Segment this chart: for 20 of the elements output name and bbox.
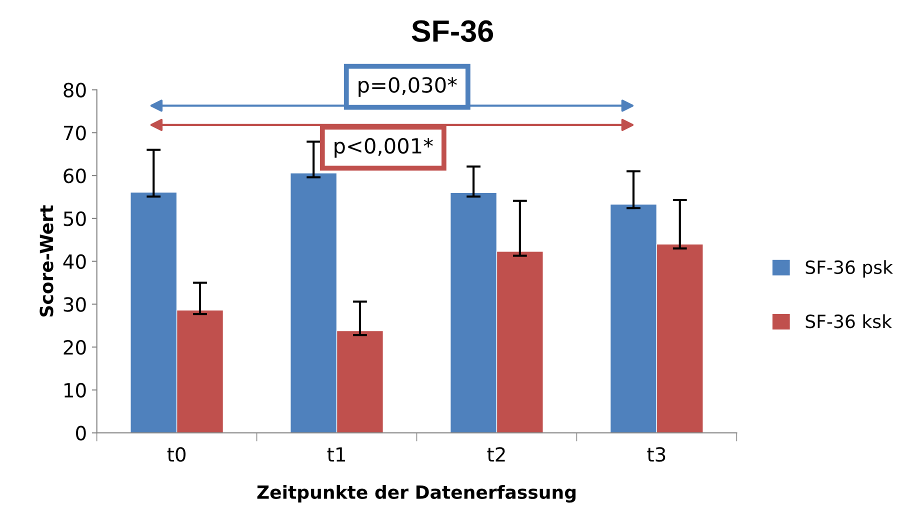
y-axis-title: Score-Wert xyxy=(40,205,54,317)
annotation: p=0,030* xyxy=(358,77,457,97)
y-tick-label: 10 xyxy=(64,382,86,398)
y-tick-label: 50 xyxy=(64,211,86,226)
x-tick-label: t1 xyxy=(327,447,345,462)
legend-label: SF-36 ksk xyxy=(806,314,892,328)
y-tick-label: 70 xyxy=(64,126,86,140)
y-tick-label: 30 xyxy=(64,297,86,312)
chart-title: SF-36 xyxy=(412,20,493,42)
x-tick-label: t2 xyxy=(487,447,505,462)
annotation: p<0,001* xyxy=(334,138,433,158)
y-tick-label: 20 xyxy=(64,340,86,355)
x-tick-label: t3 xyxy=(647,447,666,462)
x-axis-title: Zeitpunkte der Datenerfassung xyxy=(257,485,576,503)
y-tick-label: 40 xyxy=(63,254,86,269)
y-tick-label: 60 xyxy=(64,168,86,184)
legend-label: SF-36 psk xyxy=(806,260,893,278)
x-tick-label: t0 xyxy=(167,447,186,462)
y-tick-label: 0 xyxy=(76,426,86,441)
y-tick-label: 80 xyxy=(64,82,86,98)
